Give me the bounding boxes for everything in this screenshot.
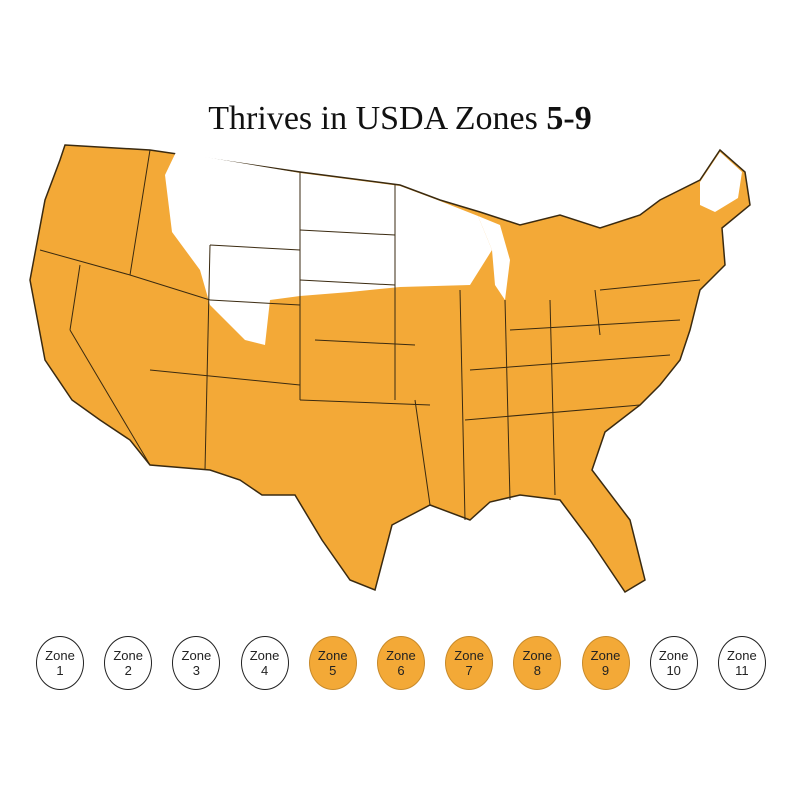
zone-label: Zone bbox=[590, 648, 621, 663]
zone-legend: Zone 1 Zone 2 Zone 3 Zone 4 Zone 5 Zone 6 Zone 7 Zone 8… bbox=[36, 636, 766, 690]
zone-badge-11: Zone 11 bbox=[717, 636, 766, 690]
zone-label: Zone bbox=[727, 648, 757, 663]
title-text: Thrives in USDA Zones bbox=[208, 100, 547, 137]
zone-label: Zone bbox=[658, 648, 689, 663]
title-zone-range: 5-9 bbox=[546, 100, 592, 137]
zone-number: 6 bbox=[397, 663, 405, 678]
unsuitable-region-maine bbox=[700, 152, 742, 212]
zone-label: Zone bbox=[386, 648, 416, 663]
zone-label: Zone bbox=[317, 648, 348, 663]
zone-number: 7 bbox=[465, 663, 473, 678]
zone-badge-8: Zone 8 bbox=[513, 636, 562, 690]
zone-number: 8 bbox=[533, 663, 541, 678]
zone-number: 2 bbox=[124, 663, 132, 678]
unsuitable-region-north-plains bbox=[165, 152, 492, 345]
zone-badge-5: Zone 5 bbox=[308, 636, 357, 690]
zone-label: Zone bbox=[45, 648, 75, 663]
zone-number: 1 bbox=[56, 663, 64, 678]
zone-label: Zone bbox=[181, 648, 212, 663]
zone-number: 9 bbox=[601, 663, 610, 678]
zone-badge-6: Zone 6 bbox=[376, 636, 425, 690]
zone-badge-3: Zone 3 bbox=[172, 636, 221, 690]
zone-number: 5 bbox=[329, 663, 337, 678]
zone-badge-2: Zone 2 bbox=[104, 636, 153, 690]
zone-badge-1: Zone 1 bbox=[36, 636, 84, 690]
zone-label: Zone bbox=[454, 648, 484, 663]
map-title: Thrives in USDA Zones 5-9 bbox=[0, 100, 800, 138]
state-borders bbox=[39, 149, 701, 521]
zone-number: 10 bbox=[666, 663, 681, 678]
zone-number: 4 bbox=[260, 663, 269, 678]
zone-label: Zone bbox=[522, 648, 553, 663]
zone-number: 11 bbox=[735, 663, 749, 678]
zone-badge-9: Zone 9 bbox=[581, 636, 630, 690]
unsuitable-region-wisconsin bbox=[478, 216, 510, 300]
zone-badge-7: Zone 7 bbox=[445, 636, 494, 690]
zone-number: 3 bbox=[192, 663, 200, 678]
zone-label: Zone bbox=[113, 648, 143, 663]
zone-badge-4: Zone 4 bbox=[240, 636, 289, 690]
zone-label: Zone bbox=[249, 648, 280, 663]
zone-badge-10: Zone 10 bbox=[649, 636, 698, 690]
